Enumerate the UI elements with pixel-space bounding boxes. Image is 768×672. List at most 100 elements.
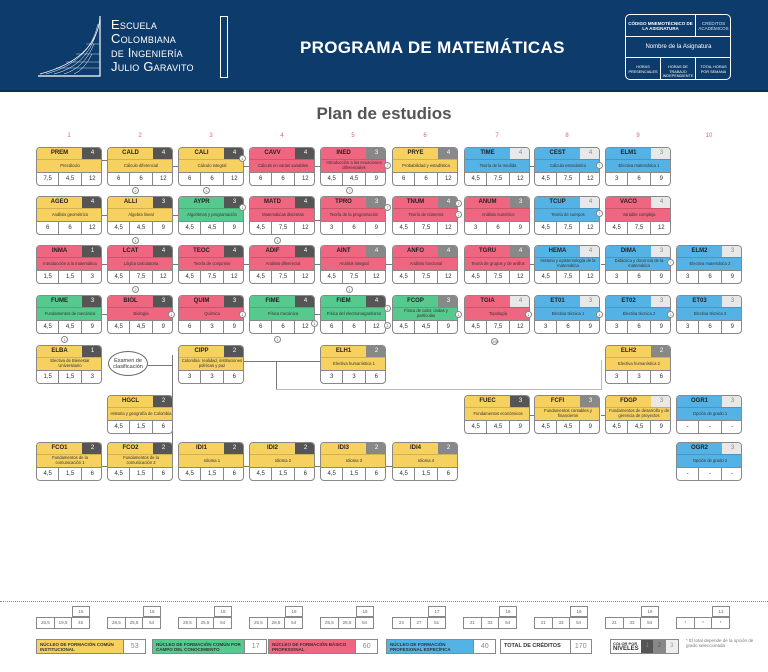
course-card[interactable]: VACO 4 Variable compleja 4,5 7,5 12 xyxy=(605,196,671,235)
course-credits: 4 xyxy=(438,148,457,159)
levels-big-label: NIVELES xyxy=(613,645,639,652)
course-credits: 3 xyxy=(224,296,243,307)
level-hours-total: 54 xyxy=(576,620,582,625)
course-name: Electiva de Bienestar Universitario xyxy=(37,357,101,371)
course-card[interactable]: CALD 4 Cálculo diferencial 6 6 12 xyxy=(107,147,173,186)
course-name: Fundamentos de la comunicación 1 xyxy=(37,454,101,468)
course-name: Teoría de grupos y de anillos xyxy=(465,257,529,271)
hours-independent: 6 xyxy=(487,222,510,234)
course-code: ELBA xyxy=(37,346,82,357)
course-card[interactable]: INMA 1 Introducción a la matemática 1,5 1,5 3 xyxy=(36,245,102,284)
hours-independent: - xyxy=(699,421,722,433)
hours-total: 9 xyxy=(588,324,592,330)
legend-levels-label: COLOR POR NIVELES xyxy=(611,640,641,653)
course-card[interactable]: CAVV 4 Cálculo en varias variables 6 6 12 xyxy=(249,147,315,186)
hours-presential: 4,5 xyxy=(179,468,202,480)
course-code: FUEC xyxy=(465,396,510,407)
hours-presential: 4,5 xyxy=(606,222,629,234)
course-code: INMA xyxy=(37,246,82,257)
course-card[interactable]: FDGP 3 Fundamentos de desarrollo y de gere… xyxy=(605,395,671,434)
hours-total: 12 xyxy=(301,324,309,330)
hours-total: 12 xyxy=(301,176,309,182)
course-card[interactable]: OGR1 3 Opción de grado 1--- xyxy=(676,395,742,434)
course-card[interactable]: CEST 4 Cálculo estocástico 4,5 7,5 12 xyxy=(534,147,600,186)
level-number: 10 xyxy=(705,133,713,139)
course-card[interactable]: AINT 4 Análisis integral 4,5 7,5 12 xyxy=(320,245,386,284)
course-card[interactable]: HGCL 2 Historia y geografía de Colombia 4,5… xyxy=(107,395,173,434)
legend-specific: NÚCLEO DE FORMACIÓN PROFESIONAL ESPECÍFI… xyxy=(386,639,496,654)
course-card[interactable]: INED 3 Introducción a las ecuaciones difer… xyxy=(320,147,386,186)
course-credits: 2 xyxy=(82,443,101,454)
hours-independent: 1,5 xyxy=(343,468,366,480)
hours-presential: 4,5 xyxy=(108,321,131,333)
level-number: 2 xyxy=(138,133,142,139)
legend-level-colors: COLOR POR NIVELES 1 2 3 xyxy=(610,639,679,654)
course-card[interactable]: FCOP 3 Física de calor, ondas y partículas… xyxy=(392,295,458,334)
course-card[interactable]: PRYE 4 Probabilidad y estadística 6 6 12 xyxy=(392,147,458,186)
course-card[interactable]: ELBA 1 Electiva de Bienestar Universitario… xyxy=(36,345,102,384)
hours-total: 12 xyxy=(586,274,594,280)
level-number: 5 xyxy=(351,133,355,139)
course-code: PRYE xyxy=(393,148,438,159)
course-card[interactable]: IDI2 2 Idioma 2 4,5 1,5 6 xyxy=(249,442,315,481)
course-credits: 4 xyxy=(366,246,385,257)
placement-exam-node[interactable]: Examen de clasificación xyxy=(108,351,148,376)
course-credits: 1 xyxy=(82,246,101,257)
course-card[interactable]: ADIF 4 Análisis diferencial 4,5 7,5 12 xyxy=(249,245,315,284)
hours-independent: 4,5 xyxy=(130,321,153,333)
course-card[interactable]: IDI4 2 Idioma 4 4,5 1,5 6 xyxy=(392,442,458,481)
course-card[interactable]: AGEO 4 Análisis geométrico 6 6 12 xyxy=(36,196,102,235)
course-card[interactable]: LCAT 4 Lógica calculatoria 4,5 7,5 12 xyxy=(107,245,173,284)
course-card[interactable]: FCFI 3 Fundamentos contables y financieros… xyxy=(534,395,600,434)
course-card[interactable]: TPRO 3 Teoría de la programación 3 6 9 xyxy=(320,196,386,235)
course-card[interactable]: TGRU 4 Teoría de grupos y de anillos 4,5 7,5… xyxy=(464,245,530,284)
course-card[interactable]: QUIM 3 Química 6 3 9 xyxy=(178,295,244,334)
course-card[interactable]: TEOC 4 Teoría de conjuntos 4,5 7,5 12 xyxy=(178,245,244,284)
course-card[interactable]: HEMA 4 Historia y epistemología de la mate… xyxy=(534,245,600,284)
course-card[interactable]: DIMA 3 Didáctica y docencia de la matemáti… xyxy=(605,245,671,284)
course-card[interactable]: ALLI 3 Álgebra lineal 4,5 4,5 9 xyxy=(107,196,173,235)
course-code: TIME xyxy=(465,148,510,159)
course-card[interactable]: TNUM 4 Teoría de números 4,5 7,5 12 xyxy=(392,196,458,235)
course-card[interactable]: MATD 4 Matemáticas discretas 4,5 7,5 12 xyxy=(249,196,315,235)
course-card[interactable]: PREM 4 Precálculo 7,5 4,5 12 xyxy=(36,147,102,186)
course-card[interactable]: ANUM 3 Análisis numérico 3 6 9 xyxy=(464,196,530,235)
course-card[interactable]: OGR2 3 Opción de grado 2--- xyxy=(676,442,742,481)
course-card[interactable]: FUEC 3 Fundamentos económicos 4,5 4,5 9 xyxy=(464,395,530,434)
course-card[interactable]: CALI 4 Cálculo integral 6 6 12 xyxy=(178,147,244,186)
course-card[interactable]: TGIA 4 Topología 4,5 7,5 12 xyxy=(464,295,530,334)
course-card[interactable]: TCUP 4 Teoría de cuerpos 4,5 7,5 12 xyxy=(534,196,600,235)
level-number: 3 xyxy=(209,133,213,139)
course-card[interactable]: FCO1 2 Fundamentos de la comunicación 1 4,5… xyxy=(36,442,102,481)
hours-independent: 7,5 xyxy=(415,222,438,234)
institution-line-2: Colombiana xyxy=(111,31,176,46)
course-code: ET02 xyxy=(606,296,651,307)
hours-independent: 7,5 xyxy=(557,222,580,234)
course-card[interactable]: AYPR 3 Algoritmos y programación 4,5 4,5 9 xyxy=(178,196,244,235)
course-card[interactable]: FCO2 2 Fundamentos de la comunicación 2 4,5… xyxy=(107,442,173,481)
course-card[interactable]: IDI3 2 Idioma 3 4,5 1,5 6 xyxy=(320,442,386,481)
course-card[interactable]: CIPP 2 Colombia: realidad, instituciones p… xyxy=(178,345,244,384)
level-hours-presential: 25,5 xyxy=(37,618,55,628)
course-credits: 4 xyxy=(295,246,314,257)
level-hours-total: * xyxy=(719,620,722,625)
course-card[interactable]: FIEM 4 Física del electromagnetismo 6 6 12 xyxy=(320,295,386,334)
course-card[interactable]: FIME 4 Física mecánica 6 6 12 xyxy=(249,295,315,334)
course-card[interactable]: FUME 3 Fundamentos de mecánica 4,5 4,5 9 xyxy=(36,295,102,334)
hours-independent: 7,5 xyxy=(557,271,580,283)
course-card[interactable]: BIOL 3 Biología 4,5 4,5 9 xyxy=(107,295,173,334)
level-hours-independent: 33 xyxy=(482,618,500,628)
course-card[interactable]: TIME 4 Teoría de la medida 4,5 7,5 12 xyxy=(464,147,530,186)
course-card[interactable]: ANFO 4 Análisis funcional 4,5 7,5 12 xyxy=(392,245,458,284)
hours-presential: 4,5 xyxy=(179,222,202,234)
hours-presential: 4,5 xyxy=(37,321,60,333)
level-number: 8 xyxy=(565,133,569,139)
course-card[interactable]: IDI1 2 Idioma 1 4,5 1,5 6 xyxy=(178,442,244,481)
